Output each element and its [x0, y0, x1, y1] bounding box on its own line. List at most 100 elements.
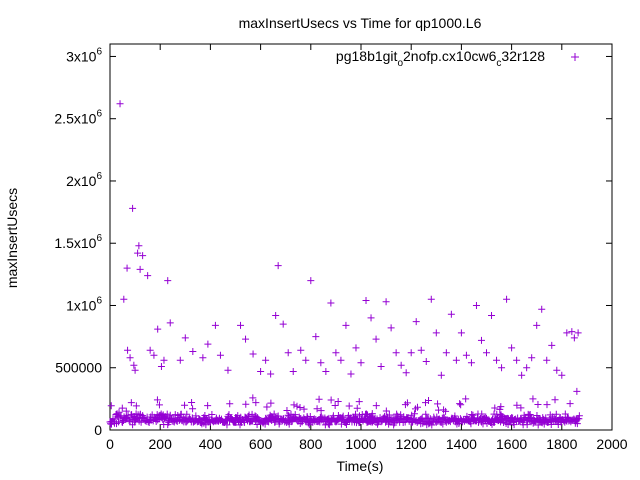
data-point-outlier — [154, 325, 162, 333]
data-point — [410, 410, 418, 418]
data-point — [183, 410, 191, 418]
data-point — [457, 401, 465, 409]
data-point — [517, 415, 525, 423]
data-point-outlier — [157, 362, 165, 370]
data-point — [575, 412, 583, 420]
data-point — [295, 413, 303, 421]
data-point-outlier — [372, 335, 380, 343]
data-point-outlier — [130, 361, 138, 369]
data-point-outlier — [377, 362, 385, 370]
data-point — [293, 402, 301, 410]
data-point-outlier — [347, 370, 355, 378]
data-point-outlier — [570, 334, 578, 342]
data-point-outlier — [164, 277, 172, 285]
data-point — [242, 400, 250, 408]
data-point-outlier — [302, 356, 310, 364]
data-point — [306, 413, 314, 421]
y-tick-label: 2x106 — [66, 171, 102, 189]
data-point-outlier — [503, 295, 511, 303]
y-tick-label-base: 2x10 — [66, 173, 97, 189]
x-tick-label: 600 — [249, 436, 273, 452]
data-point — [462, 395, 470, 403]
data-point — [313, 405, 321, 413]
data-point — [491, 404, 499, 412]
data-point — [263, 403, 271, 411]
data-point — [245, 411, 253, 419]
data-point-outlier — [457, 329, 465, 337]
data-point-outlier — [498, 364, 506, 372]
data-point-outlier — [402, 369, 410, 377]
y-tick-label-base: 3x10 — [66, 48, 97, 64]
x-tick-label: 1000 — [345, 436, 376, 452]
x-tick-label: 0 — [106, 436, 114, 452]
y-axis-label: maxInsertUsecs — [4, 188, 20, 288]
x-axis-ticks: 0 200 400 600 800 1000 1200 1400 1600 1800 2000 — [106, 44, 628, 452]
data-point — [223, 421, 231, 429]
data-point — [226, 400, 234, 408]
y-tick-label: 0 — [94, 422, 102, 438]
data-point — [529, 395, 537, 403]
data-point-outlier — [146, 346, 154, 354]
data-point-outlier — [508, 344, 516, 352]
data-point — [534, 421, 542, 429]
data-point-outlier — [257, 367, 265, 375]
y-tick-label-exponent: 6 — [96, 171, 102, 182]
data-point — [468, 410, 476, 418]
data-point — [317, 407, 325, 415]
data-point-outlier — [397, 361, 405, 369]
data-point-outlier — [467, 359, 475, 367]
data-point-outlier — [124, 346, 132, 354]
data-point-outlier — [472, 301, 480, 309]
data-point — [413, 403, 421, 411]
data-point — [166, 411, 174, 419]
data-point — [155, 401, 163, 409]
data-point-outlier — [160, 356, 168, 364]
data-point — [291, 411, 299, 419]
data-point — [573, 420, 581, 428]
data-point — [469, 411, 477, 419]
data-point-outlier — [483, 349, 490, 357]
data-point — [300, 405, 308, 413]
data-point-outlier — [382, 298, 390, 306]
data-point — [189, 405, 197, 413]
plot-frame — [109, 43, 613, 431]
data-point-outlier — [249, 350, 257, 358]
data-point-outlier — [211, 321, 219, 329]
data-point — [315, 395, 323, 403]
data-point — [334, 397, 342, 405]
data-point-outlier — [216, 351, 224, 359]
data-point — [342, 420, 350, 428]
data-point-outlier — [538, 305, 546, 313]
series-points — [106, 100, 583, 429]
data-point — [117, 412, 125, 420]
y-tick-label-base: 0 — [94, 422, 102, 438]
y-tick-label: 1.5x106 — [54, 233, 102, 251]
data-point-outlier — [204, 340, 212, 348]
data-point-outlier — [442, 349, 450, 357]
data-point-outlier — [427, 295, 435, 303]
data-point — [132, 416, 140, 424]
x-tick-label: 2000 — [596, 436, 627, 452]
data-point — [201, 412, 209, 420]
data-point-outlier — [558, 371, 566, 379]
data-point-outlier — [362, 297, 370, 305]
y-tick-label: 500000 — [55, 360, 102, 376]
data-point — [252, 399, 260, 407]
data-point-outlier — [123, 264, 131, 272]
data-point — [385, 411, 393, 419]
data-point-outlier — [267, 370, 275, 378]
data-point — [188, 399, 196, 407]
data-point-outlier — [297, 346, 305, 354]
data-point-outlier — [166, 319, 174, 327]
data-point-outlier — [129, 204, 137, 212]
data-point-outlier — [120, 295, 128, 303]
legend-label-part: pg18b1git — [336, 48, 398, 64]
data-point-outlier — [518, 371, 526, 379]
legend-label-subscript: o — [397, 58, 403, 69]
data-point — [482, 413, 490, 421]
y-tick-label-exponent: 6 — [96, 109, 102, 120]
data-point-outlier — [272, 311, 280, 319]
x-tick-label: 200 — [149, 436, 173, 452]
data-point-outlier — [548, 341, 556, 349]
